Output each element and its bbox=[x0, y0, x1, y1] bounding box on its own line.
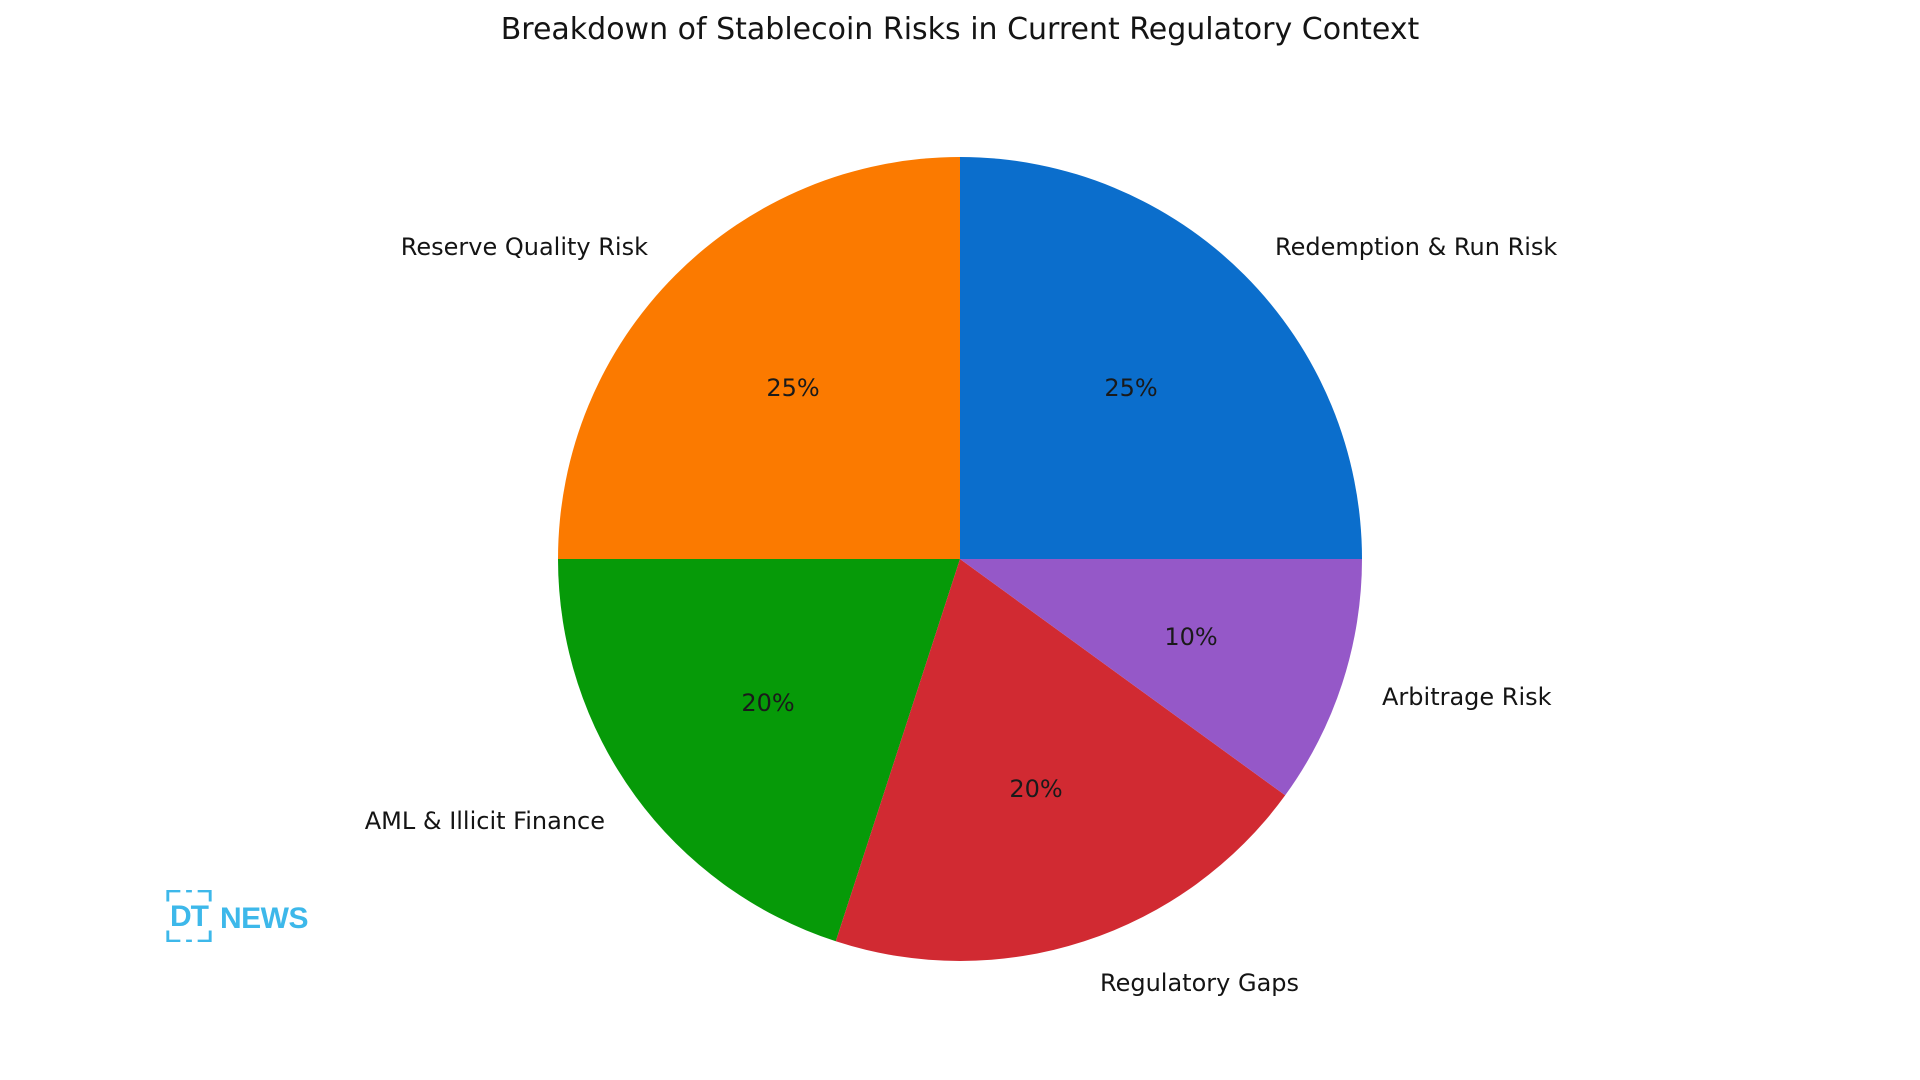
chart-title: Breakdown of Stablecoin Risks in Current… bbox=[500, 12, 1420, 47]
category-label-redemption-run-risk: Redemption & Run Risk bbox=[1275, 233, 1557, 261]
dt-news-logo: DT NEWS bbox=[166, 890, 311, 946]
pct-label-redemption-run-risk: 25% bbox=[1104, 374, 1157, 402]
slice-redemption-run-risk bbox=[960, 157, 1362, 559]
category-label-aml-illicit-finance: AML & Illicit Finance bbox=[365, 807, 605, 835]
category-label-reserve-quality-risk: Reserve Quality Risk bbox=[401, 233, 648, 261]
logo-dt-text: DT bbox=[170, 900, 209, 933]
pct-label-reserve-quality-risk: 25% bbox=[766, 374, 819, 402]
category-label-arbitrage-risk: Arbitrage Risk bbox=[1382, 683, 1552, 711]
slice-aml-illicit-finance bbox=[558, 559, 960, 942]
logo-news-text: NEWS bbox=[220, 902, 309, 935]
pct-label-arbitrage-risk: 10% bbox=[1164, 623, 1217, 651]
slice-arbitrage-risk bbox=[960, 559, 1362, 796]
category-label-regulatory-gaps: Regulatory Gaps bbox=[1100, 969, 1299, 997]
slice-reserve-quality-risk bbox=[558, 157, 960, 559]
logo-bracket-frame-icon bbox=[166, 890, 212, 942]
pct-label-regulatory-gaps: 20% bbox=[1009, 775, 1062, 803]
slice-regulatory-gaps bbox=[835, 559, 1286, 961]
pct-label-aml-illicit-finance: 20% bbox=[741, 689, 794, 717]
